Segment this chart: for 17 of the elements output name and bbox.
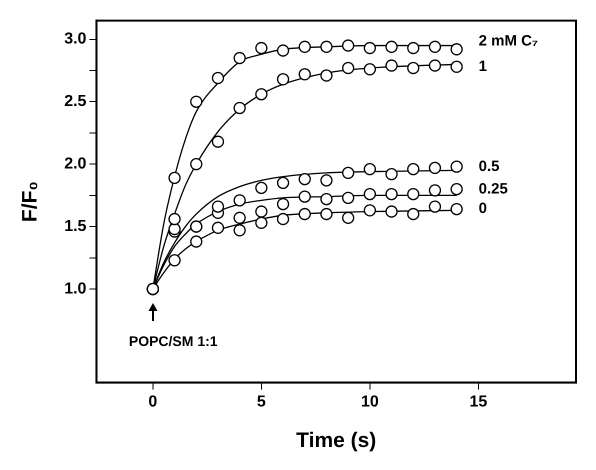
- y-tick-label: 2.0: [64, 156, 87, 173]
- x-tick-label: 5: [256, 394, 266, 411]
- y-axis-title: F/F₀: [18, 181, 42, 222]
- y-tick-label: 3.0: [64, 30, 87, 48]
- annotation: POPC/SM 1:1: [128, 332, 218, 349]
- y-tick-label: 1.5: [64, 218, 87, 235]
- y-tick-label: 2.5: [64, 93, 87, 110]
- series-label: 1: [478, 58, 487, 75]
- x-axis-title: Time (s): [296, 429, 376, 452]
- series-label: 0.5: [478, 158, 500, 175]
- series-label: 0: [478, 200, 487, 218]
- series-label: 2 mM C₇: [478, 32, 538, 50]
- series-label: 0.25: [478, 180, 508, 198]
- x-tick-label: 10: [360, 394, 379, 411]
- x-tick-label: 0: [148, 394, 158, 411]
- y-tick-label: 1.0: [64, 280, 87, 298]
- x-tick-label: 15: [469, 394, 488, 411]
